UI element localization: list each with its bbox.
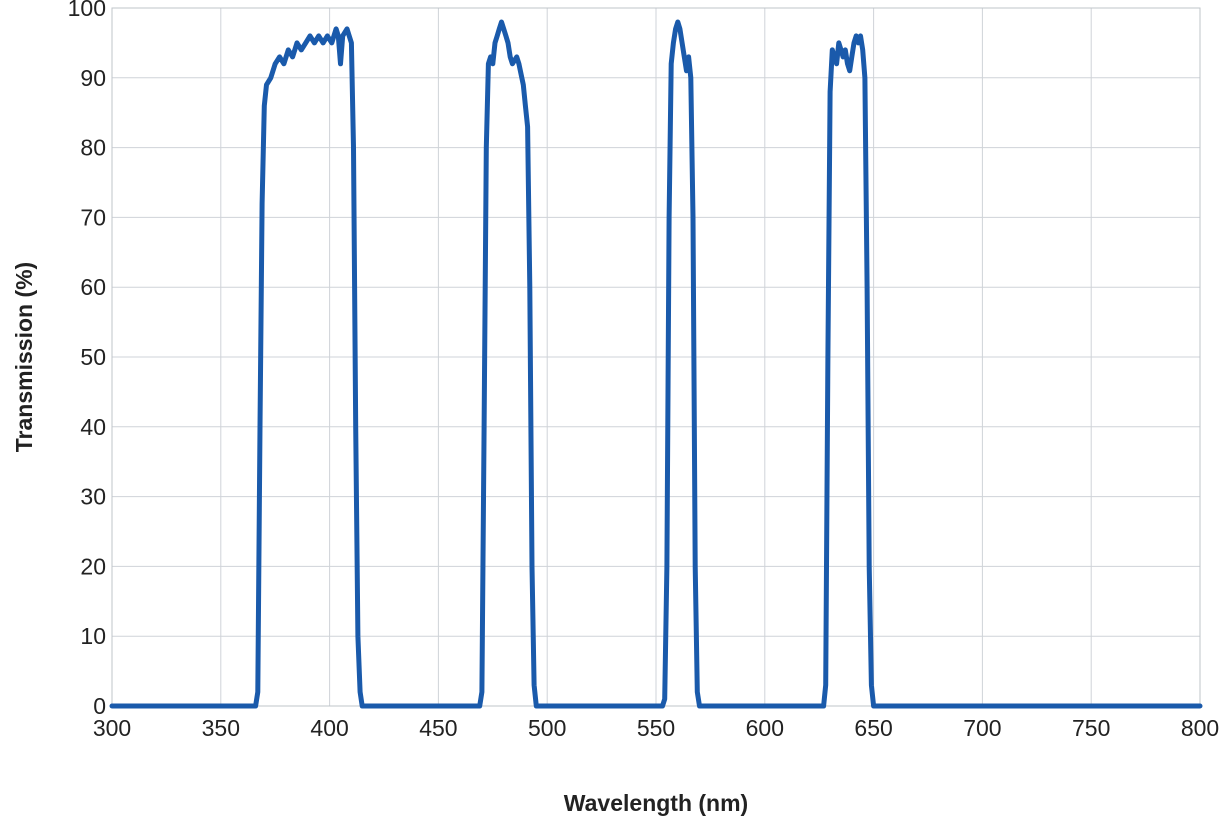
y-tick-label: 70 — [80, 204, 106, 230]
x-tick-label: 650 — [854, 715, 892, 741]
y-tick-label: 30 — [80, 484, 106, 510]
y-tick-label: 50 — [80, 344, 106, 370]
y-tick-label: 80 — [80, 135, 106, 161]
x-tick-label: 350 — [202, 715, 240, 741]
y-tick-label: 100 — [68, 0, 106, 21]
y-tick-label: 90 — [80, 65, 106, 91]
x-tick-label: 300 — [93, 715, 131, 741]
x-tick-labels: 300 350 400 450 500 550 600 650 700 750 800 — [93, 715, 1219, 741]
y-tick-labels: 0 10 20 30 40 50 60 70 80 90 100 — [68, 0, 106, 719]
y-tick-label: 60 — [80, 274, 106, 300]
x-axis-title: Wavelength (nm) — [564, 790, 748, 816]
x-tick-label: 600 — [746, 715, 784, 741]
series-group — [109, 19, 1203, 709]
x-tick-label: 500 — [528, 715, 566, 741]
x-tick-label: 550 — [637, 715, 675, 741]
x-tick-label: 750 — [1072, 715, 1110, 741]
x-tick-label: 800 — [1181, 715, 1219, 741]
x-tick-label: 700 — [963, 715, 1001, 741]
y-axis-title: Transmission (%) — [11, 262, 37, 452]
x-tick-label: 450 — [419, 715, 457, 741]
transmission-series-line — [109, 19, 1203, 709]
x-tick-label: 400 — [310, 715, 348, 741]
y-tick-label: 40 — [80, 414, 106, 440]
y-tick-label: 10 — [80, 623, 106, 649]
y-tick-label: 0 — [93, 693, 106, 719]
y-tick-label: 20 — [80, 553, 106, 579]
